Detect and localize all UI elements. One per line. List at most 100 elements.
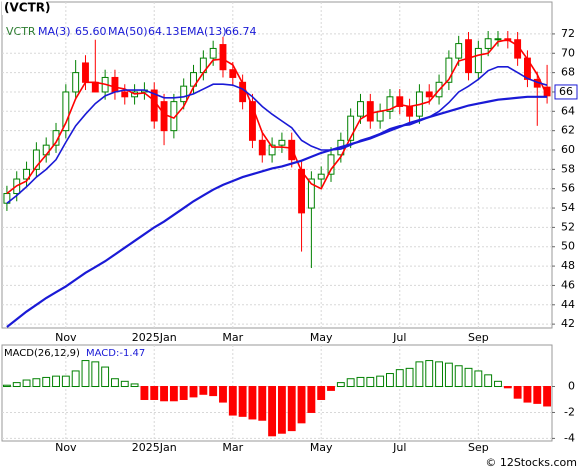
macd-bar [336,382,345,388]
x-tick-label: 2025Jan [132,331,177,344]
macd-bar [386,373,394,388]
candle-body [160,101,168,132]
macd-bar [12,382,21,388]
y-tick-label: 68 [561,66,575,79]
macd-bar [228,386,237,416]
macd-bar [189,386,198,398]
x-tick-label: Sep [468,331,489,344]
candle-body [445,57,453,83]
macd-bar [71,370,80,388]
candle-body [484,38,492,49]
x-tick-label: May [310,331,333,344]
ma-line [6,66,548,204]
y-tick-label: 46 [561,278,575,291]
candle-body [317,173,325,180]
macd-bar [395,369,404,388]
chart-title: (VCTR) [4,1,51,15]
candle-body [111,76,119,93]
y-tick-label: 62 [561,124,575,137]
macd-title: MACD(26,12,9) [4,348,80,359]
candle-body [307,178,315,209]
macd-bar [130,383,139,388]
candle-body [258,139,266,156]
macd-bar [81,360,90,388]
x-tick-label: Jul [392,331,406,344]
macd-bar [169,386,178,402]
macd-bar [405,367,414,388]
y-tick-label: 70 [561,46,575,59]
macd-bar [42,376,51,388]
candle-body [465,39,472,74]
macd-bar [376,375,385,388]
y-tick-label: 0 [568,380,575,393]
macd-bar [474,370,483,388]
candle-body [406,105,414,117]
y-tick-label: 50 [561,240,575,253]
candle-body [386,96,394,112]
x-tick-label: Nov [55,331,77,344]
macd-bar [317,386,326,400]
watermark: © 12Stocks.com [485,456,577,469]
macd-bar [454,365,463,388]
ma-line [6,38,548,195]
candle-body [298,168,306,214]
macd-bar [307,386,316,413]
macd-bar [464,367,473,388]
candle-body [32,149,40,170]
macd-bar [277,386,286,434]
macd-bar [199,386,208,395]
title-box [2,1,46,15]
last-price-label: 66 [559,85,573,98]
candle-body [121,91,129,98]
candle-body [425,91,433,98]
y-tick-label: -4 [564,431,575,444]
macd-bar [52,375,60,388]
y-tick-label: 56 [561,182,575,195]
macd-bar [140,386,149,400]
macd-bar [150,386,159,400]
macd-bar [258,386,267,421]
candle-body [357,101,364,117]
macd-bar [2,384,11,388]
y-tick-label: 48 [561,259,575,272]
candle-body [91,81,99,93]
candle-body [366,101,374,122]
y-tick-label: 54 [561,201,575,214]
candle-body [209,47,217,59]
macd-panel [1,344,553,442]
y-tick-label: 60 [561,143,575,156]
candle-body [455,43,463,59]
y-tick-label: 72 [561,27,575,40]
candle-body [219,44,227,71]
macd-bar [61,375,70,388]
macd-bar [297,386,306,424]
x-tick-label: 2025Jan [132,441,177,454]
candle-body [347,115,355,141]
macd-bar [523,386,532,403]
last-price-box [554,84,578,100]
macd-bar [219,386,227,403]
x-tick-label: Jul [392,441,406,454]
macd-bar [268,386,277,437]
macd-bar [91,361,100,388]
y-tick-label: 52 [561,220,575,233]
candle-body [82,62,89,83]
macd-bar [101,366,110,388]
y-tick-label: 58 [561,162,575,175]
legend-label: MA(3) [38,25,71,38]
y-tick-label: -2 [564,405,575,418]
macd-bar [356,376,365,388]
macd-bar [543,386,552,407]
macd-bar [533,386,542,404]
macd-bar [238,386,247,417]
candle-body [494,38,502,41]
macd-bar [32,378,41,388]
macd-bar [435,361,443,388]
legend-label: EMA(13) [180,25,227,38]
macd-bar [513,386,522,399]
macd-bar [366,376,375,388]
macd-annotation: MACD:-1.47 [86,348,145,359]
legend-value: 64.13 [148,25,180,38]
x-tick-label: Nov [55,441,77,454]
candle-body [268,144,276,156]
